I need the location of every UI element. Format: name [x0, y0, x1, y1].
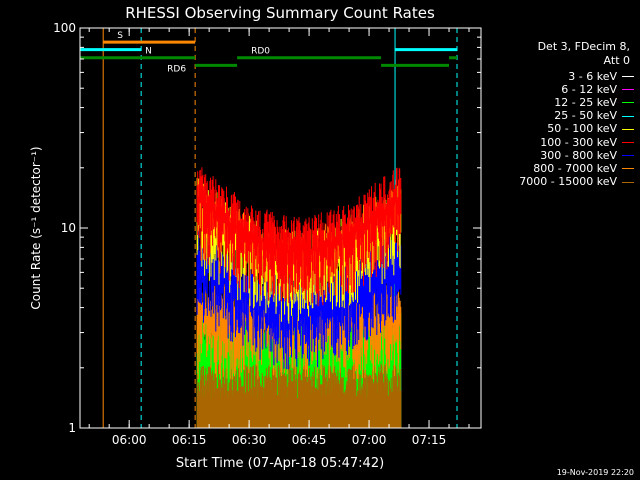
- y-tick-label: 10: [61, 221, 76, 235]
- legend-item: 300 - 800 keV: [484, 149, 634, 162]
- series-trace: [196, 363, 402, 428]
- series-7000-15000-kev: [196, 363, 402, 428]
- flag-label-rd0: RD0: [251, 47, 270, 57]
- chart-title: RHESSI Observing Summary Count Rates: [125, 4, 435, 22]
- x-tick-label: 07:15: [412, 433, 447, 447]
- legend-swatch: [622, 102, 634, 104]
- legend-item: 800 - 7000 keV: [484, 162, 634, 175]
- legend-item: 6 - 12 keV: [484, 83, 634, 96]
- legend-item: 3 - 6 keV: [484, 70, 634, 83]
- legend-swatch: [622, 181, 634, 183]
- legend-label: 50 - 100 keV: [547, 122, 617, 136]
- x-tick-label: 06:30: [232, 433, 267, 447]
- legend-swatch: [622, 168, 634, 170]
- legend-label: 25 - 50 keV: [554, 109, 617, 123]
- series-100-300-kev: [196, 167, 402, 307]
- legend-label: 300 - 800 keV: [540, 148, 617, 162]
- legend-swatch: [622, 155, 634, 157]
- legend-swatch: [622, 142, 634, 144]
- plot-area: S N RD0 RD6: [80, 28, 458, 428]
- flag-label-n: N: [145, 47, 152, 57]
- legend-label: 800 - 7000 keV: [533, 161, 617, 175]
- legend-label: 3 - 6 keV: [568, 69, 617, 83]
- legend-item: 12 - 25 keV: [484, 96, 634, 109]
- legend-label: 6 - 12 keV: [561, 82, 617, 96]
- axes: 1 10 100 06:00 06:15 06:30 06:45 07:00 07:15: [53, 21, 481, 447]
- legend-rows: 3 - 6 keV 6 - 12 keV 12 - 25 keV 25 - 50 ke…: [484, 70, 634, 189]
- legend-label: 7000 - 15000 keV: [519, 175, 617, 189]
- flag-label-s: S: [117, 31, 123, 41]
- legend: Det 3, FDecim 8, Att 0 3 - 6 keV 6 - 12 k…: [484, 40, 634, 189]
- legend-header-line2: Att 0: [603, 54, 630, 67]
- legend-swatch: [622, 89, 634, 91]
- legend-label: 12 - 25 keV: [554, 95, 617, 109]
- legend-label: 100 - 300 keV: [540, 135, 617, 149]
- x-tick-label: 07:00: [352, 433, 387, 447]
- legend-swatch: [622, 115, 634, 117]
- x-tick-label: 06:15: [172, 433, 207, 447]
- x-tick-label: 06:00: [112, 433, 147, 447]
- legend-swatch: [622, 128, 634, 130]
- legend-swatch: [622, 76, 634, 78]
- footer-timestamp: 19-Nov-2019 22:20: [556, 468, 634, 477]
- series-trace: [196, 167, 402, 307]
- legend-item: 50 - 100 keV: [484, 122, 634, 136]
- legend-item: 100 - 300 keV: [484, 136, 634, 149]
- y-tick-label: 100: [53, 21, 76, 35]
- legend-header-line1: Det 3, FDecim 8,: [537, 40, 630, 53]
- legend-item: 7000 - 15000 keV: [484, 175, 634, 189]
- x-tick-label: 06:45: [292, 433, 327, 447]
- flag-label-rd6: RD6: [167, 64, 186, 74]
- legend-item: 25 - 50 keV: [484, 109, 634, 123]
- x-axis-label: Start Time (07-Apr-18 05:47:42): [176, 456, 384, 471]
- y-axis-label: Count Rate (s⁻¹ detector⁻¹): [29, 146, 43, 309]
- y-tick-label: 1: [68, 421, 76, 435]
